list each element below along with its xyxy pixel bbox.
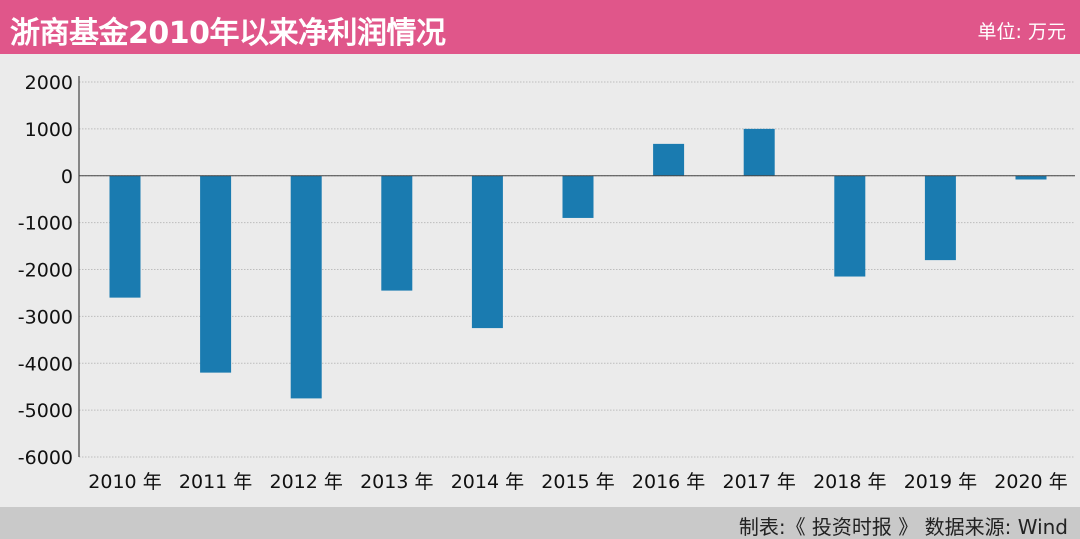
x-tick-label: 2010 年: [88, 471, 161, 493]
y-axis-ticks: 2000 1000 0 -1000 -2000 -3000 -4000 -5000 -6000: [18, 72, 73, 469]
y-tick-label: 2000: [25, 72, 73, 94]
x-tick-label: 2017 年: [722, 471, 795, 493]
y-tick-label: 1000: [25, 119, 73, 141]
x-tick-label: 2012 年: [269, 471, 342, 493]
unit-label: 单位: 万元: [977, 21, 1066, 43]
x-tick-label: 2018 年: [813, 471, 886, 493]
x-tick-label: 2015 年: [541, 471, 614, 493]
x-tick-label: 2013 年: [360, 471, 433, 493]
y-tick-label: -6000: [18, 447, 73, 469]
y-tick-label: -2000: [18, 260, 73, 282]
footer-bar: 制表:《 投资时报 》 数据来源: Wind: [0, 507, 1080, 539]
bar-8: [743, 128, 775, 176]
bar-9: [834, 175, 866, 277]
bar-6: [562, 175, 594, 218]
bar-11: [1015, 175, 1047, 180]
bar-2: [200, 175, 232, 373]
y-tick-label: -4000: [18, 353, 73, 375]
bar-1: [109, 175, 141, 298]
chart-title: 浙商基金2010年以来净利润情况: [10, 16, 446, 51]
bar-5: [471, 175, 503, 329]
x-tick-label: 2019 年: [904, 471, 977, 493]
bar-3: [290, 175, 322, 399]
bar-7: [653, 143, 685, 176]
bar-10: [924, 175, 956, 261]
title-bar: 浙商基金2010年以来净利润情况 单位: 万元: [0, 0, 1080, 54]
bar-chart: 200010000-1000-2000-3000-4000-5000-6000 …: [18, 72, 1075, 493]
x-tick-label: 2011 年: [179, 471, 252, 493]
y-tick-label: -1000: [18, 213, 73, 235]
y-tick-label: -5000: [18, 400, 73, 422]
bar-4: [381, 175, 413, 291]
x-axis-ticks: 2010 年 2011 年 2012 年 2013 年 2014 年 2015 年 2016…: [88, 471, 1067, 493]
bars: [109, 128, 1047, 399]
source-note: 制表:《 投资时报 》 数据来源: Wind: [738, 515, 1068, 539]
y-tick-label: 0: [61, 166, 73, 188]
grid-lines: [79, 81, 1075, 458]
y-tick-label: -3000: [18, 306, 73, 328]
x-tick-label: 2020 年: [994, 471, 1067, 493]
x-tick-label: 2016 年: [632, 471, 705, 493]
x-tick-label: 2014 年: [451, 471, 524, 493]
